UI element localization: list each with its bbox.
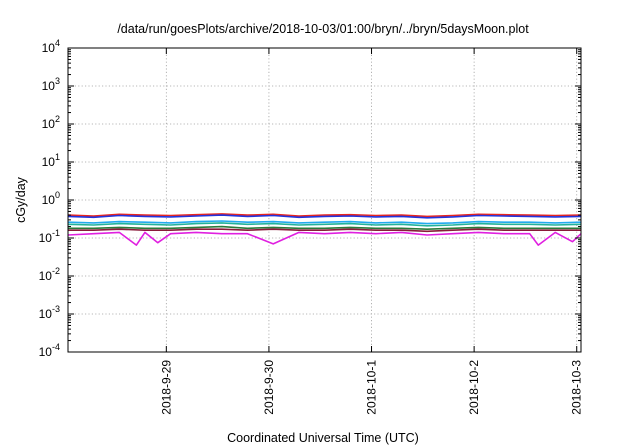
y-tick-label: 10-2 (39, 266, 60, 283)
series-line-2 (67, 214, 582, 219)
chart-title: /data/run/goesPlots/archive/2018-10-03/0… (117, 22, 529, 36)
series-line-7 (67, 231, 582, 246)
series-line-3 (67, 220, 582, 225)
y-axis-label: cGy/day (14, 176, 28, 223)
y-tick-label: 100 (42, 190, 60, 207)
series-line-6 (68, 228, 581, 233)
series-line-1 (67, 213, 582, 218)
x-tick-label: 2018-9-29 (159, 360, 173, 415)
y-tick-label: 10-1 (39, 228, 60, 245)
series-layer (67, 213, 582, 246)
series-line-4 (67, 222, 582, 227)
x-axis: 2018-9-29 2018-9-30 2018-10-1 2018-10-2 2018… (159, 48, 584, 415)
x-axis-label: Coordinated Universal Time (UTC) (227, 431, 419, 445)
x-tick-label: 2018-10-2 (467, 360, 481, 415)
series-line-5 (68, 225, 581, 230)
y-tick-label: 101 (42, 152, 60, 169)
x-tick-label: 2018-10-3 (570, 360, 584, 415)
y-tick-label: 10-4 (39, 342, 60, 359)
y-tick-label: 102 (42, 114, 60, 131)
y-tick-label: 103 (42, 76, 60, 93)
x-tick-label: 2018-9-30 (262, 360, 276, 415)
grid (68, 48, 581, 352)
y-axis: 10-4 10-3 10-2 10-1 100 101 102 103 104 (39, 38, 581, 359)
y-tick-label: 10-3 (39, 304, 60, 321)
y-tick-label: 104 (42, 38, 60, 55)
x-tick-label: 2018-10-1 (365, 360, 379, 415)
